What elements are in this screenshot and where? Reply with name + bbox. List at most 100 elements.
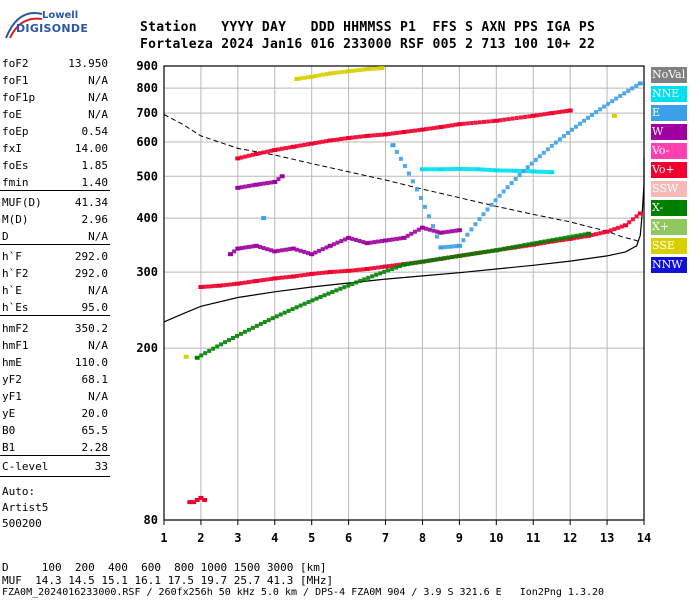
echo-point [364, 67, 370, 72]
echo-point [560, 109, 565, 114]
echo-point [573, 124, 578, 129]
param-value: N/A [88, 74, 108, 87]
echo-point [435, 125, 440, 130]
echo-point [594, 232, 598, 237]
echo-point [258, 321, 263, 326]
echo-point [314, 296, 319, 301]
echo-point [246, 153, 251, 158]
echo-point [239, 155, 244, 160]
echo-point [509, 168, 514, 173]
header-values: Fortaleza 2024 Jan16 016 233000 RSF 005 … [140, 37, 596, 52]
echo-point [590, 232, 595, 237]
echo-point [586, 233, 592, 238]
echo-point [290, 274, 296, 279]
echo-point [331, 138, 336, 143]
echo-point [202, 498, 208, 503]
echo-point [606, 101, 611, 106]
legend-item: NNE [651, 86, 687, 102]
echo-point [456, 228, 462, 233]
echo-point [379, 265, 384, 270]
echo-point [462, 253, 467, 258]
echo-point [537, 154, 542, 159]
echo-point [313, 140, 318, 145]
echo-point [608, 228, 613, 233]
echo-point [243, 184, 248, 189]
echo-point [294, 76, 300, 81]
echo-point [422, 259, 427, 264]
echo-point [413, 229, 418, 234]
x-tick-label: 2 [197, 531, 204, 545]
logo-line1: Lowell [42, 10, 79, 21]
param-key: hmF1 [2, 339, 29, 352]
echo-point [253, 151, 259, 156]
echo-point [324, 270, 329, 275]
echo-point [542, 239, 547, 244]
echo-point [302, 272, 307, 277]
echo-point [545, 147, 550, 152]
echo-point [618, 93, 623, 98]
echo-point [553, 110, 558, 115]
echo-point [258, 278, 262, 283]
echo-point [493, 248, 499, 253]
param-value: N/A [88, 91, 108, 104]
echo-point [442, 256, 447, 261]
echo-point [368, 133, 373, 138]
x-tick-label: 7 [382, 531, 389, 545]
param-row: h`F 292.0 [2, 250, 108, 264]
echo-point [198, 495, 204, 500]
param-row: h`E N/A [2, 284, 108, 298]
echo-point [183, 354, 189, 359]
echo-point [376, 132, 381, 137]
echo-point [516, 168, 521, 173]
echo-point [357, 134, 362, 139]
echo-point [357, 267, 362, 272]
echo-point [254, 323, 259, 328]
echo-point [278, 312, 283, 317]
echo-point [306, 142, 310, 147]
echo-point [335, 137, 340, 142]
param-key: hmE [2, 356, 22, 369]
echo-point [434, 257, 439, 262]
echo-point [327, 270, 333, 275]
echo-point [446, 255, 451, 260]
param-row: hmF1 N/A [2, 339, 108, 353]
echo-point [206, 284, 211, 289]
param-row: fxI 14.00 [2, 142, 108, 156]
echo-point [483, 167, 488, 172]
echo-point [187, 500, 193, 505]
param-key: foEs [2, 159, 29, 172]
legend-item: X- [651, 200, 687, 216]
echo-point [342, 69, 347, 74]
echo-point [357, 68, 362, 73]
echo-point [468, 167, 473, 172]
echo-point [261, 277, 266, 282]
echo-point [538, 169, 543, 174]
param-key: hmF2 [2, 322, 29, 335]
x-tick-label: 9 [456, 531, 463, 545]
param-value: 14.00 [74, 142, 108, 155]
echo-point [582, 232, 587, 237]
echo-point [413, 128, 418, 133]
echo-point [310, 298, 315, 303]
y-tick-label: 500 [136, 169, 158, 183]
echo-point [616, 225, 621, 230]
logo-line2: DIGISONDE [16, 22, 89, 35]
echo-point [554, 237, 559, 242]
echo-point [211, 346, 216, 351]
echo-point [238, 331, 243, 336]
param-key: yF2 [2, 373, 22, 386]
param-row: foE N/A [2, 108, 108, 122]
echo-point [253, 182, 259, 187]
param-value: 292.0 [74, 250, 108, 263]
echo-point [324, 245, 329, 250]
echo-point [331, 242, 336, 247]
echo-point [324, 72, 329, 77]
param-row: foF2 13.950 [2, 57, 108, 71]
echo-point [361, 134, 366, 139]
echo-point [534, 113, 539, 118]
echo-point [431, 167, 436, 172]
echo-point [398, 264, 403, 269]
echo-point [542, 169, 547, 174]
echo-point [387, 131, 392, 136]
param-row: hmF2 350.2 [2, 322, 108, 336]
